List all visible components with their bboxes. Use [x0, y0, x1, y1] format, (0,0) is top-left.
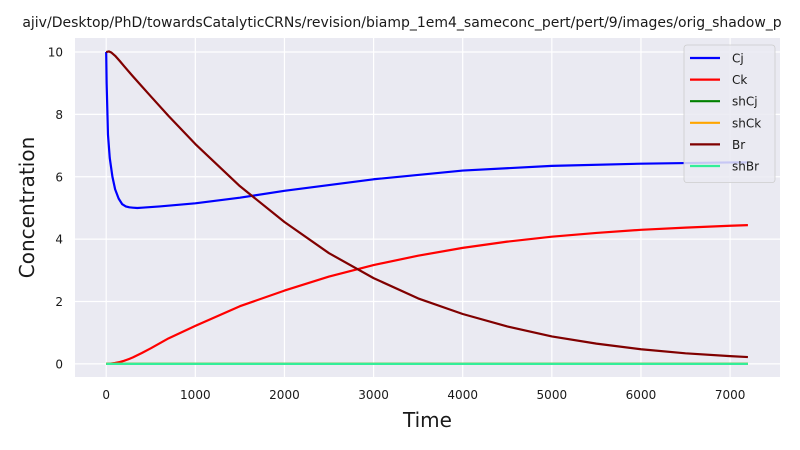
y-tick-label: 10: [48, 46, 63, 60]
y-tick-label: 6: [55, 170, 63, 184]
plot-area: [75, 38, 780, 377]
x-tick-label: 6000: [626, 388, 657, 402]
legend-label: Ck: [732, 73, 747, 87]
x-tick-label: 2000: [269, 388, 300, 402]
y-tick-label: 8: [55, 108, 63, 122]
y-tick-label: 2: [55, 295, 63, 309]
grid-lines: [75, 38, 780, 377]
x-tick-label: 0: [102, 388, 110, 402]
x-tick-label: 1000: [180, 388, 211, 402]
y-tick-label: 4: [55, 233, 63, 247]
legend: Cj Ck shCj shCk Br shBr: [683, 44, 776, 184]
series-line-cj: [105, 52, 748, 210]
series-line-br: [105, 50, 748, 359]
x-tick-label: 4000: [447, 388, 478, 402]
legend-label: shBr: [732, 160, 759, 174]
series-lines: [105, 50, 748, 365]
chart-title: ajiv/Desktop/PhD/towardsCatalyticCRNs/re…: [22, 15, 781, 31]
x-axis-label: Time: [402, 408, 452, 432]
legend-label: shCk: [732, 116, 761, 130]
x-tick-label: 3000: [358, 388, 389, 402]
x-tick-label: 5000: [537, 388, 568, 402]
legend-label: shCj: [732, 95, 758, 109]
legend-label: Cj: [732, 52, 744, 66]
legend-label: Br: [732, 138, 745, 152]
y-axis-label: Concentration: [15, 137, 39, 278]
legend-box: [683, 44, 776, 184]
y-tick-label: 0: [55, 357, 63, 371]
series-line-ck: [106, 224, 748, 365]
tick-labels: 0 1000 2000 3000 4000 5000 6000 7000 0 2 4 6 8 10: [48, 46, 746, 402]
x-tick-label: 7000: [715, 388, 746, 402]
